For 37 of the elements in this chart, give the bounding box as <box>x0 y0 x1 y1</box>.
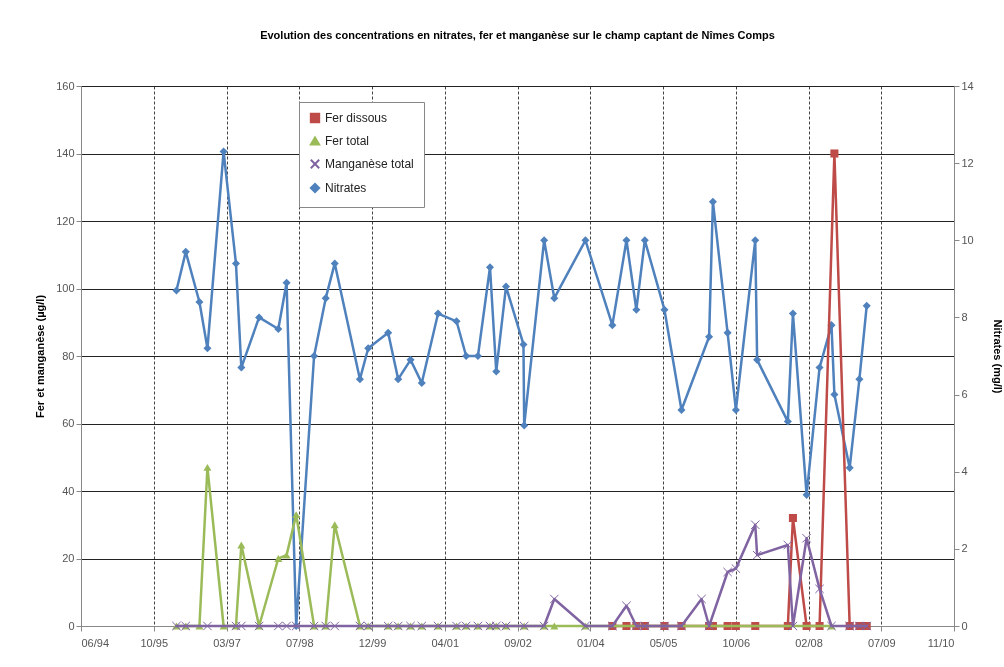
x-tick-label: 10/06 <box>722 636 751 649</box>
y2-tick-label: 6 <box>961 388 968 401</box>
x-tick-label: 12/99 <box>358 636 387 649</box>
x-tick-label: 10/95 <box>140 636 169 649</box>
y2-tick-label: 2 <box>961 542 968 555</box>
chart-title: Evolution des concentrations en nitrates, fer et manganèse sur le champ captant de Nîmes Comps <box>260 29 775 41</box>
legend-label: Fer dissous <box>325 111 388 125</box>
x-tick-label: 05/05 <box>649 636 678 649</box>
x-tick-label: 04/01 <box>431 636 460 649</box>
x-tick-label: 11/10 <box>927 636 955 649</box>
y-tick-label: 80 <box>62 349 75 362</box>
y-axis-title: Fer et manganèse (µg/l) <box>34 294 47 419</box>
x-tick-label: 01/04 <box>576 636 605 649</box>
y-tick-label: 60 <box>62 417 75 429</box>
x-tick-label: 03/97 <box>213 636 241 649</box>
y2-tick-label: 14 <box>961 79 974 92</box>
y2-tick-label: 8 <box>961 310 968 323</box>
y2-tick-label: 10 <box>961 233 974 246</box>
legend-label: Fer total <box>325 134 370 148</box>
y-tick-label: 160 <box>56 79 75 92</box>
y2-tick-label: 12 <box>961 156 974 169</box>
y-tick-label: 100 <box>56 282 75 294</box>
y2-tick-label: 4 <box>961 465 968 478</box>
legend-label: Manganèse total <box>325 157 414 171</box>
x-tick-label: 02/08 <box>795 636 823 649</box>
legend-label: Nitrates <box>325 181 367 195</box>
y-tick-label: 20 <box>62 552 75 564</box>
x-tick-label: 09/02 <box>504 636 532 649</box>
y-tick-label: 0 <box>68 619 75 632</box>
y-tick-label: 120 <box>56 214 75 227</box>
y-tick-label: 140 <box>56 147 75 159</box>
y2-tick-label: 0 <box>961 619 968 632</box>
y2-axis-title: Nitrates (mg/l) <box>991 319 1004 394</box>
x-tick-label: 06/94 <box>81 636 110 649</box>
x-tick-label: 07/09 <box>867 636 896 649</box>
y-tick-label: 40 <box>62 484 75 497</box>
x-tick-label: 07/98 <box>285 636 314 649</box>
